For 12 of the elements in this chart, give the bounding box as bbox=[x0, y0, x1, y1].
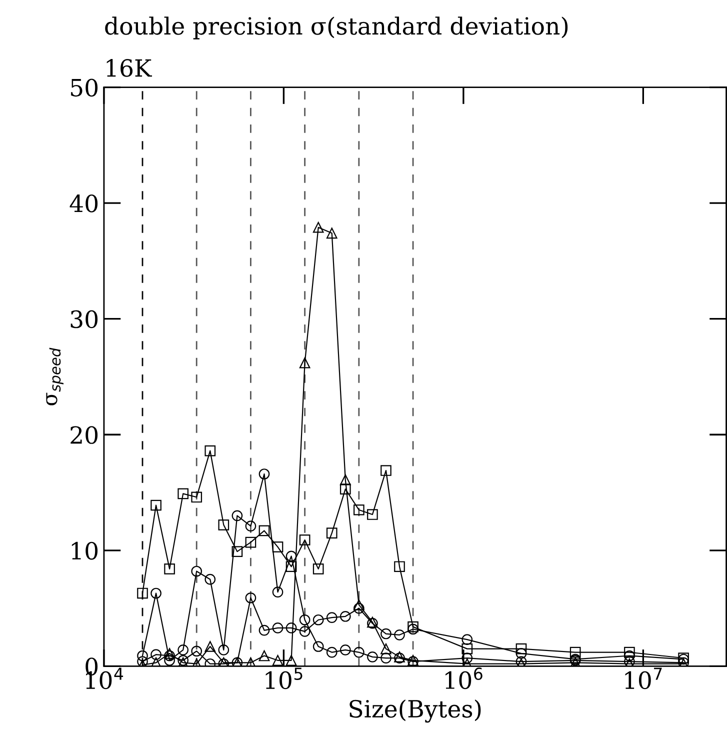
y-tick-label: 10 bbox=[72, 542, 98, 560]
y-tick-label: 40 bbox=[70, 194, 98, 212]
chart-title: double precision σ(standard deviation) bbox=[105, 16, 568, 40]
x-tick-label: 10$^{7}$ bbox=[625, 668, 662, 690]
x-tick-label: 10$^{5}$ bbox=[266, 668, 302, 690]
y-axis-title: σ$_{speed}$ bbox=[46, 348, 64, 406]
y-tick-label: 50 bbox=[71, 78, 98, 97]
y-tick-label: 30 bbox=[70, 310, 98, 328]
x-tick-label: 10$^{6}$ bbox=[446, 667, 482, 690]
x-axis-title: Size(Bytes) bbox=[350, 699, 481, 723]
y-tick-label: 20 bbox=[70, 426, 98, 444]
text: 16K bbox=[106, 59, 152, 77]
